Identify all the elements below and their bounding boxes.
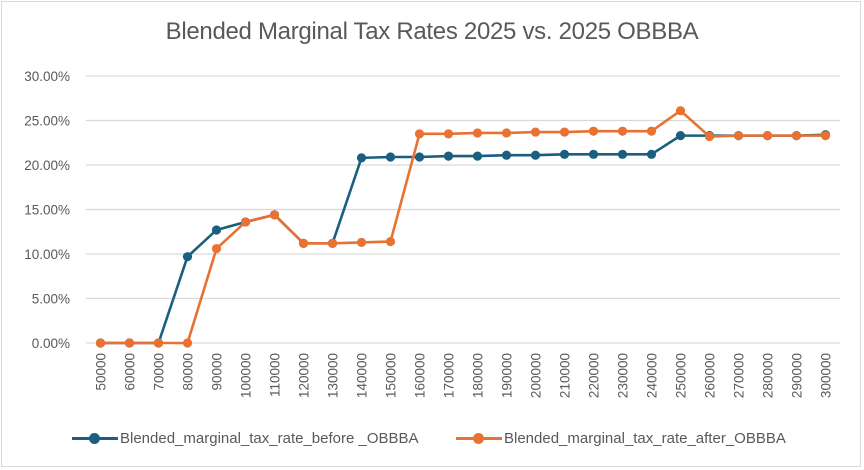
x-tick-label: 120000 — [297, 353, 312, 398]
series-lines — [95, 106, 831, 348]
x-tick-label: 270000 — [732, 353, 747, 398]
data-point — [95, 338, 106, 348]
x-tick-label: 160000 — [413, 353, 428, 398]
x-tick-label: 300000 — [819, 353, 834, 398]
data-point — [182, 338, 193, 348]
x-tick-label: 200000 — [529, 353, 544, 398]
data-point — [182, 252, 193, 262]
x-tick-label: 60000 — [123, 353, 138, 391]
x-tick-label: 290000 — [790, 353, 805, 398]
data-point — [704, 131, 715, 142]
legend-item-before: Blended_marginal_tax_rate_before _OBBBA — [72, 428, 419, 448]
data-point — [646, 149, 657, 159]
x-tick-label: 150000 — [384, 353, 399, 398]
data-point — [617, 149, 628, 159]
x-tick-label: 240000 — [645, 353, 660, 398]
data-point — [327, 238, 338, 248]
data-point — [588, 149, 599, 159]
data-point — [385, 152, 396, 162]
x-tick-label: 90000 — [210, 353, 225, 391]
data-point — [269, 210, 280, 220]
data-point — [617, 126, 628, 136]
y-tick-label: 5.00% — [32, 292, 70, 307]
data-point — [153, 338, 164, 348]
y-tick-label: 30.00% — [24, 69, 70, 84]
y-tick-label: 10.00% — [24, 247, 70, 262]
y-axis-ticks: 0.00% 5.00% 10.00% 15.00% 20.00% 25.00% 30.00% — [24, 69, 70, 351]
data-point — [559, 149, 570, 159]
x-tick-label: 180000 — [471, 353, 486, 398]
x-tick-label: 190000 — [500, 353, 515, 398]
y-tick-label: 25.00% — [24, 114, 70, 129]
gridlines — [86, 75, 840, 344]
data-point — [733, 131, 744, 141]
data-point — [385, 236, 396, 247]
legend-swatch-after — [456, 431, 502, 445]
legend-swatch-before — [72, 431, 118, 445]
series-after — [95, 106, 831, 348]
data-point — [472, 151, 483, 161]
data-point — [675, 131, 686, 141]
legend-label-before: Blended_marginal_tax_rate_before _OBBBA — [120, 429, 419, 447]
data-point — [530, 150, 541, 160]
x-tick-label: 50000 — [94, 353, 109, 391]
x-tick-label: 250000 — [674, 353, 689, 398]
x-axis-ticks: 50000 60000 70000 80000 90000 100000 110000 120… — [94, 353, 834, 398]
x-tick-label: 280000 — [761, 353, 776, 398]
data-point — [414, 152, 425, 162]
data-point — [472, 128, 483, 138]
data-point — [443, 151, 454, 161]
data-point — [298, 238, 309, 248]
chart-title: Blended Marginal Tax Rates 2025 vs. 2025… — [165, 18, 699, 45]
data-point — [675, 106, 686, 116]
data-point — [820, 131, 831, 141]
data-point — [588, 126, 599, 136]
series-line — [100, 109, 826, 345]
x-tick-label: 170000 — [442, 353, 457, 398]
legend: Blended_marginal_tax_rate_before _OBBBA … — [0, 428, 864, 448]
x-tick-label: 110000 — [268, 353, 283, 397]
x-tick-label: 230000 — [616, 353, 631, 398]
x-tick-label: 80000 — [181, 353, 196, 391]
data-point — [124, 338, 135, 348]
y-tick-label: 0.00% — [32, 336, 70, 351]
data-point — [240, 217, 251, 227]
data-point — [501, 128, 512, 138]
data-point — [414, 129, 425, 139]
x-tick-label: 130000 — [326, 353, 341, 398]
x-tick-label: 140000 — [355, 353, 370, 398]
data-point — [559, 127, 570, 137]
series-line — [100, 133, 826, 345]
data-point — [791, 131, 802, 141]
data-point — [356, 237, 367, 248]
data-point — [356, 153, 367, 163]
data-point — [501, 150, 512, 160]
data-point — [211, 225, 222, 235]
legend-label-after: Blended_marginal_tax_rate_after_OBBBA — [504, 429, 786, 447]
series-before — [95, 130, 831, 348]
x-tick-label: 260000 — [703, 353, 718, 398]
y-tick-label: 20.00% — [24, 158, 70, 173]
y-tick-label: 15.00% — [24, 203, 70, 218]
legend-item-after: Blended_marginal_tax_rate_after_OBBBA — [456, 428, 786, 448]
x-tick-label: 100000 — [239, 353, 254, 398]
data-point — [762, 131, 773, 141]
data-point — [530, 127, 541, 137]
data-point — [646, 126, 657, 136]
data-point — [443, 129, 454, 139]
data-point — [211, 244, 222, 254]
x-tick-label: 70000 — [152, 353, 167, 391]
x-tick-label: 210000 — [558, 353, 573, 398]
x-tick-label: 220000 — [587, 353, 602, 398]
